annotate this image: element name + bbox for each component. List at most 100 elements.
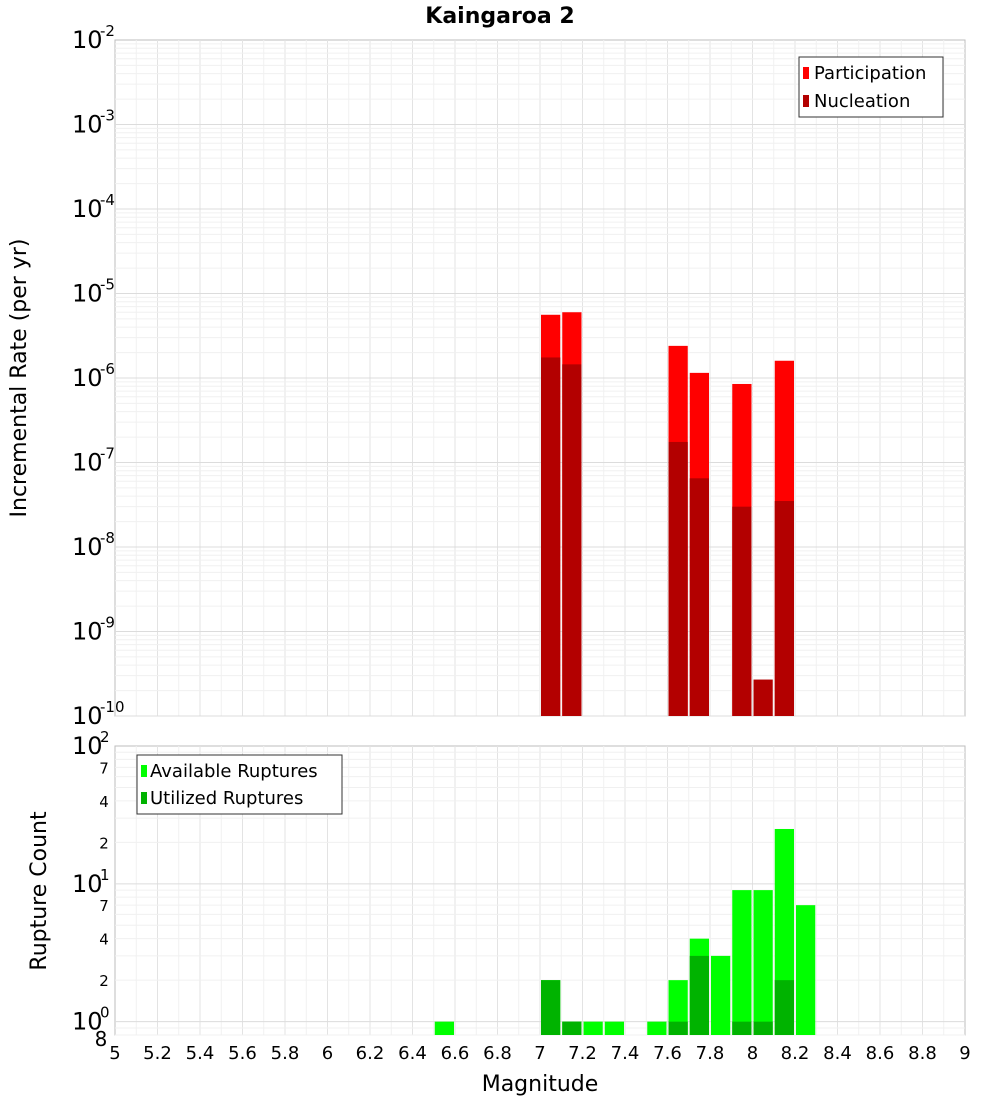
y-minor-tick-label: 7 [99, 897, 109, 915]
nucleation-bar [774, 501, 794, 716]
x-tick-label: 7.6 [653, 1043, 682, 1064]
y-tick-label: 10 [72, 732, 103, 760]
top-legend: Participation Nucleation [798, 56, 944, 118]
y-minor-tick-label: 4 [99, 931, 109, 949]
y-tick-label: 10 [72, 870, 103, 898]
nucleation-legend-swatch [803, 95, 809, 107]
y-tick-label: 10 [72, 111, 103, 139]
bottom-legend: Available Ruptures Utilized Ruptures [136, 754, 343, 815]
bottom-bars [434, 828, 816, 1035]
utilized-ruptures-bar [668, 1021, 688, 1035]
top-y-axis-label: Incremental Rate (per yr) [7, 239, 32, 518]
x-tick-label: 6 [322, 1043, 333, 1064]
bottom-legend-box [136, 754, 343, 815]
available-ruptures-bar [753, 890, 773, 1035]
x-tick-label: 5.8 [271, 1043, 300, 1064]
top-grid [115, 40, 965, 717]
x-tick-label: 5.6 [228, 1043, 257, 1064]
available-ruptures-bar [732, 890, 752, 1035]
utilized-ruptures-bar [774, 980, 794, 1035]
x-tick-label: 6.8 [483, 1043, 512, 1064]
available-ruptures-bar [711, 955, 731, 1035]
x-tick-labels: 5 5.2 5.4 5.6 5.8 6 6.2 6.4 6.6 6.8 7 7.2 7.4 7.6 7.8 8… [109, 1043, 970, 1064]
nucleation-bar [562, 364, 582, 716]
y-tick-label: 10 [72, 26, 103, 54]
available-ruptures-bar [668, 980, 688, 1035]
x-tick-label: 5.2 [143, 1043, 172, 1064]
top-legend-box [798, 56, 944, 118]
available-ruptures-bar [604, 1021, 624, 1035]
nucleation-legend-label: Nucleation [814, 91, 910, 112]
y-tick-exponent: -8 [100, 529, 115, 547]
y-tick-label: 10 [72, 1008, 103, 1036]
x-tick-label: 6.6 [441, 1043, 470, 1064]
available-legend-label: Available Ruptures [150, 761, 318, 782]
y-minor-tick-label: 2 [99, 972, 109, 990]
nucleation-bar [689, 478, 709, 716]
available-ruptures-bar [647, 1021, 667, 1035]
utilized-ruptures-bar [562, 1021, 582, 1035]
utilized-ruptures-bar [689, 955, 709, 1035]
y-tick-label: 10 [72, 449, 103, 477]
x-tick-label: 7.4 [611, 1043, 640, 1064]
x-tick-label: 7 [534, 1043, 545, 1064]
y-tick-label: 10 [72, 702, 103, 730]
x-tick-label: 8 [747, 1043, 758, 1064]
x-tick-label: 7.2 [568, 1043, 597, 1064]
y-minor-tick-label: 2 [99, 834, 109, 852]
y-tick-exponent: 0 [100, 1004, 110, 1022]
y-tick-exponent: -9 [100, 614, 115, 632]
nucleation-bar [541, 357, 561, 716]
bottom-y-axis-label: Rupture Count [27, 811, 52, 971]
participation-legend-label: Participation [814, 63, 926, 84]
y-tick-exponent: 1 [100, 866, 110, 884]
y-tick-exponent: -10 [100, 698, 125, 716]
x-tick-label: 9 [959, 1043, 970, 1064]
utilized-legend-label: Utilized Ruptures [150, 788, 303, 809]
x-tick-label: 5 [109, 1043, 120, 1064]
x-tick-label: 8.2 [781, 1043, 810, 1064]
y-tick-exponent: -4 [100, 191, 115, 209]
available-ruptures-bar [796, 905, 816, 1035]
y-tick-label: 10 [72, 280, 103, 308]
y-tick-label: 10 [72, 364, 103, 392]
nucleation-bar [753, 679, 773, 716]
utilized-legend-swatch [141, 792, 147, 804]
utilized-ruptures-bar [753, 1021, 773, 1035]
available-legend-swatch [141, 765, 147, 777]
y-tick-exponent: 2 [100, 728, 110, 746]
y-tick-exponent: -2 [100, 22, 115, 40]
x-tick-label: 5.4 [186, 1043, 215, 1064]
y-tick-exponent: -7 [100, 445, 115, 463]
x-tick-label: 6.4 [398, 1043, 427, 1064]
y-minor-tick-label: 4 [99, 793, 109, 811]
y-tick-exponent: -5 [100, 276, 115, 294]
utilized-ruptures-bar [732, 1021, 752, 1035]
x-tick-label: 7.8 [696, 1043, 725, 1064]
utilized-ruptures-bar [541, 980, 561, 1035]
x-axis-label: Magnitude [482, 1072, 599, 1097]
bottom-grid [115, 746, 965, 1036]
y-tick-exponent: -3 [100, 107, 115, 125]
top-bars [541, 312, 794, 716]
x-tick-label: 6.2 [356, 1043, 385, 1064]
y-tick-label: 10 [72, 618, 103, 646]
available-ruptures-bar [434, 1021, 454, 1035]
available-ruptures-bar [583, 1021, 603, 1035]
nucleation-bar [732, 506, 752, 716]
x-tick-label: 8.8 [908, 1043, 937, 1064]
chart-title: Kaingaroa 2 [425, 4, 574, 29]
y-tick-label: 10 [72, 195, 103, 223]
y-tick-label: 10 [72, 533, 103, 561]
y-minor-tick-label: 7 [99, 759, 109, 777]
y-tick-exponent: -6 [100, 360, 115, 378]
y-minor-tick-label: 8 [95, 1027, 108, 1051]
x-tick-label: 8.6 [866, 1043, 895, 1064]
participation-legend-swatch [803, 67, 809, 79]
x-tick-label: 8.4 [823, 1043, 852, 1064]
